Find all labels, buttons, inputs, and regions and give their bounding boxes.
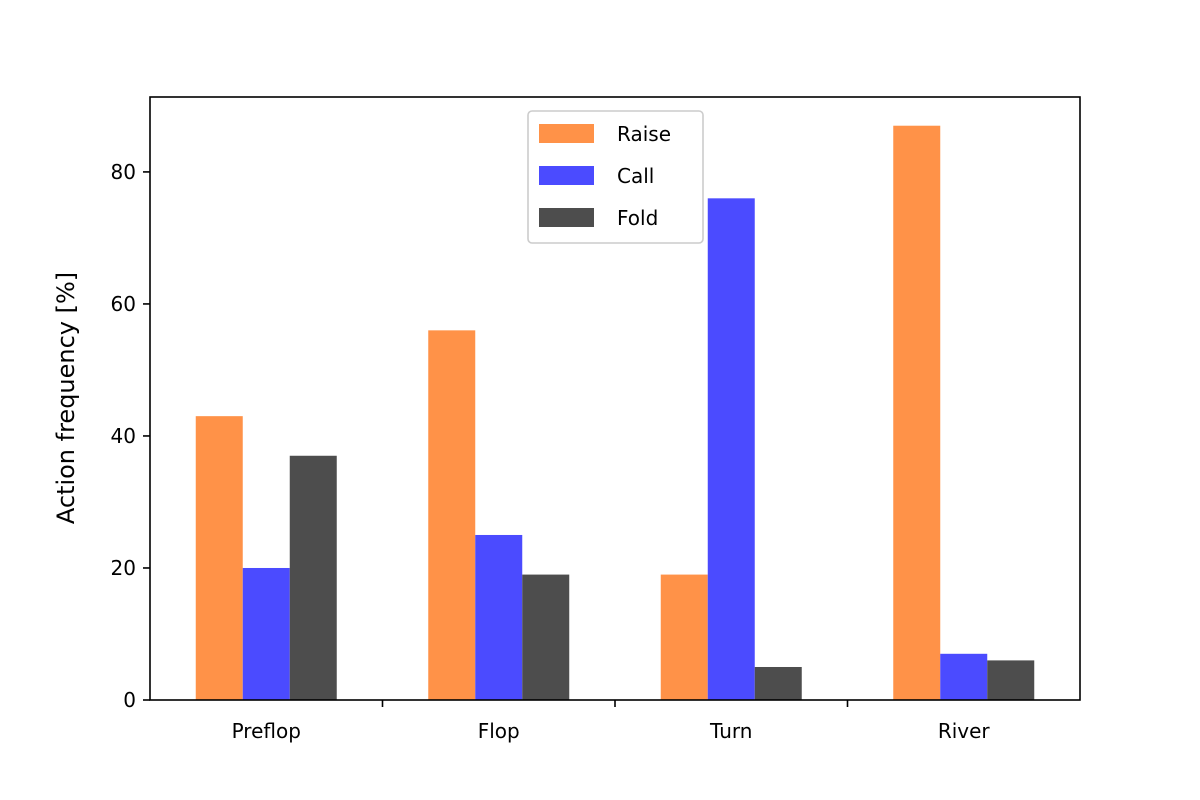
bar-fold-turn xyxy=(754,666,802,700)
bar-raise-turn xyxy=(660,574,708,700)
y-tick-label: 0 xyxy=(123,688,136,712)
bar-call-river xyxy=(940,653,988,700)
bar-call-flop xyxy=(475,534,523,700)
x-tick-label: Preflop xyxy=(232,719,301,743)
legend-swatch-raise xyxy=(539,124,594,143)
legend-swatch-call xyxy=(539,166,594,185)
bar-fold-preflop xyxy=(289,455,337,700)
y-tick-label: 80 xyxy=(111,160,136,184)
legend-label-raise: Raise xyxy=(617,122,671,146)
legend-label-fold: Fold xyxy=(617,206,658,230)
y-tick-label: 20 xyxy=(111,556,136,580)
y-axis-label: Action frequency [%] xyxy=(52,272,80,524)
bar-fold-river xyxy=(987,660,1035,700)
bar-fold-flop xyxy=(522,574,570,700)
y-tick-label: 60 xyxy=(111,292,136,316)
legend-swatch-fold xyxy=(539,208,594,227)
bars-layer xyxy=(195,125,1035,700)
x-tick-label: Turn xyxy=(709,719,752,743)
y-ticks: 0 20 40 60 80 xyxy=(111,160,150,712)
legend-label-call: Call xyxy=(617,164,654,188)
plot-frame xyxy=(149,96,1081,701)
bar-raise-flop xyxy=(428,330,476,700)
bar-call-preflop xyxy=(242,567,290,700)
bar-call-turn xyxy=(707,198,755,700)
bar-raise-preflop xyxy=(195,416,243,700)
x-tick-label: Flop xyxy=(478,719,520,743)
bar-raise-river xyxy=(893,125,941,700)
y-tick-label: 40 xyxy=(111,424,136,448)
x-tick-label: River xyxy=(938,719,991,743)
x-ticks: Preflop Flop Turn River xyxy=(232,700,991,743)
legend: Raise Call Fold xyxy=(527,110,704,244)
